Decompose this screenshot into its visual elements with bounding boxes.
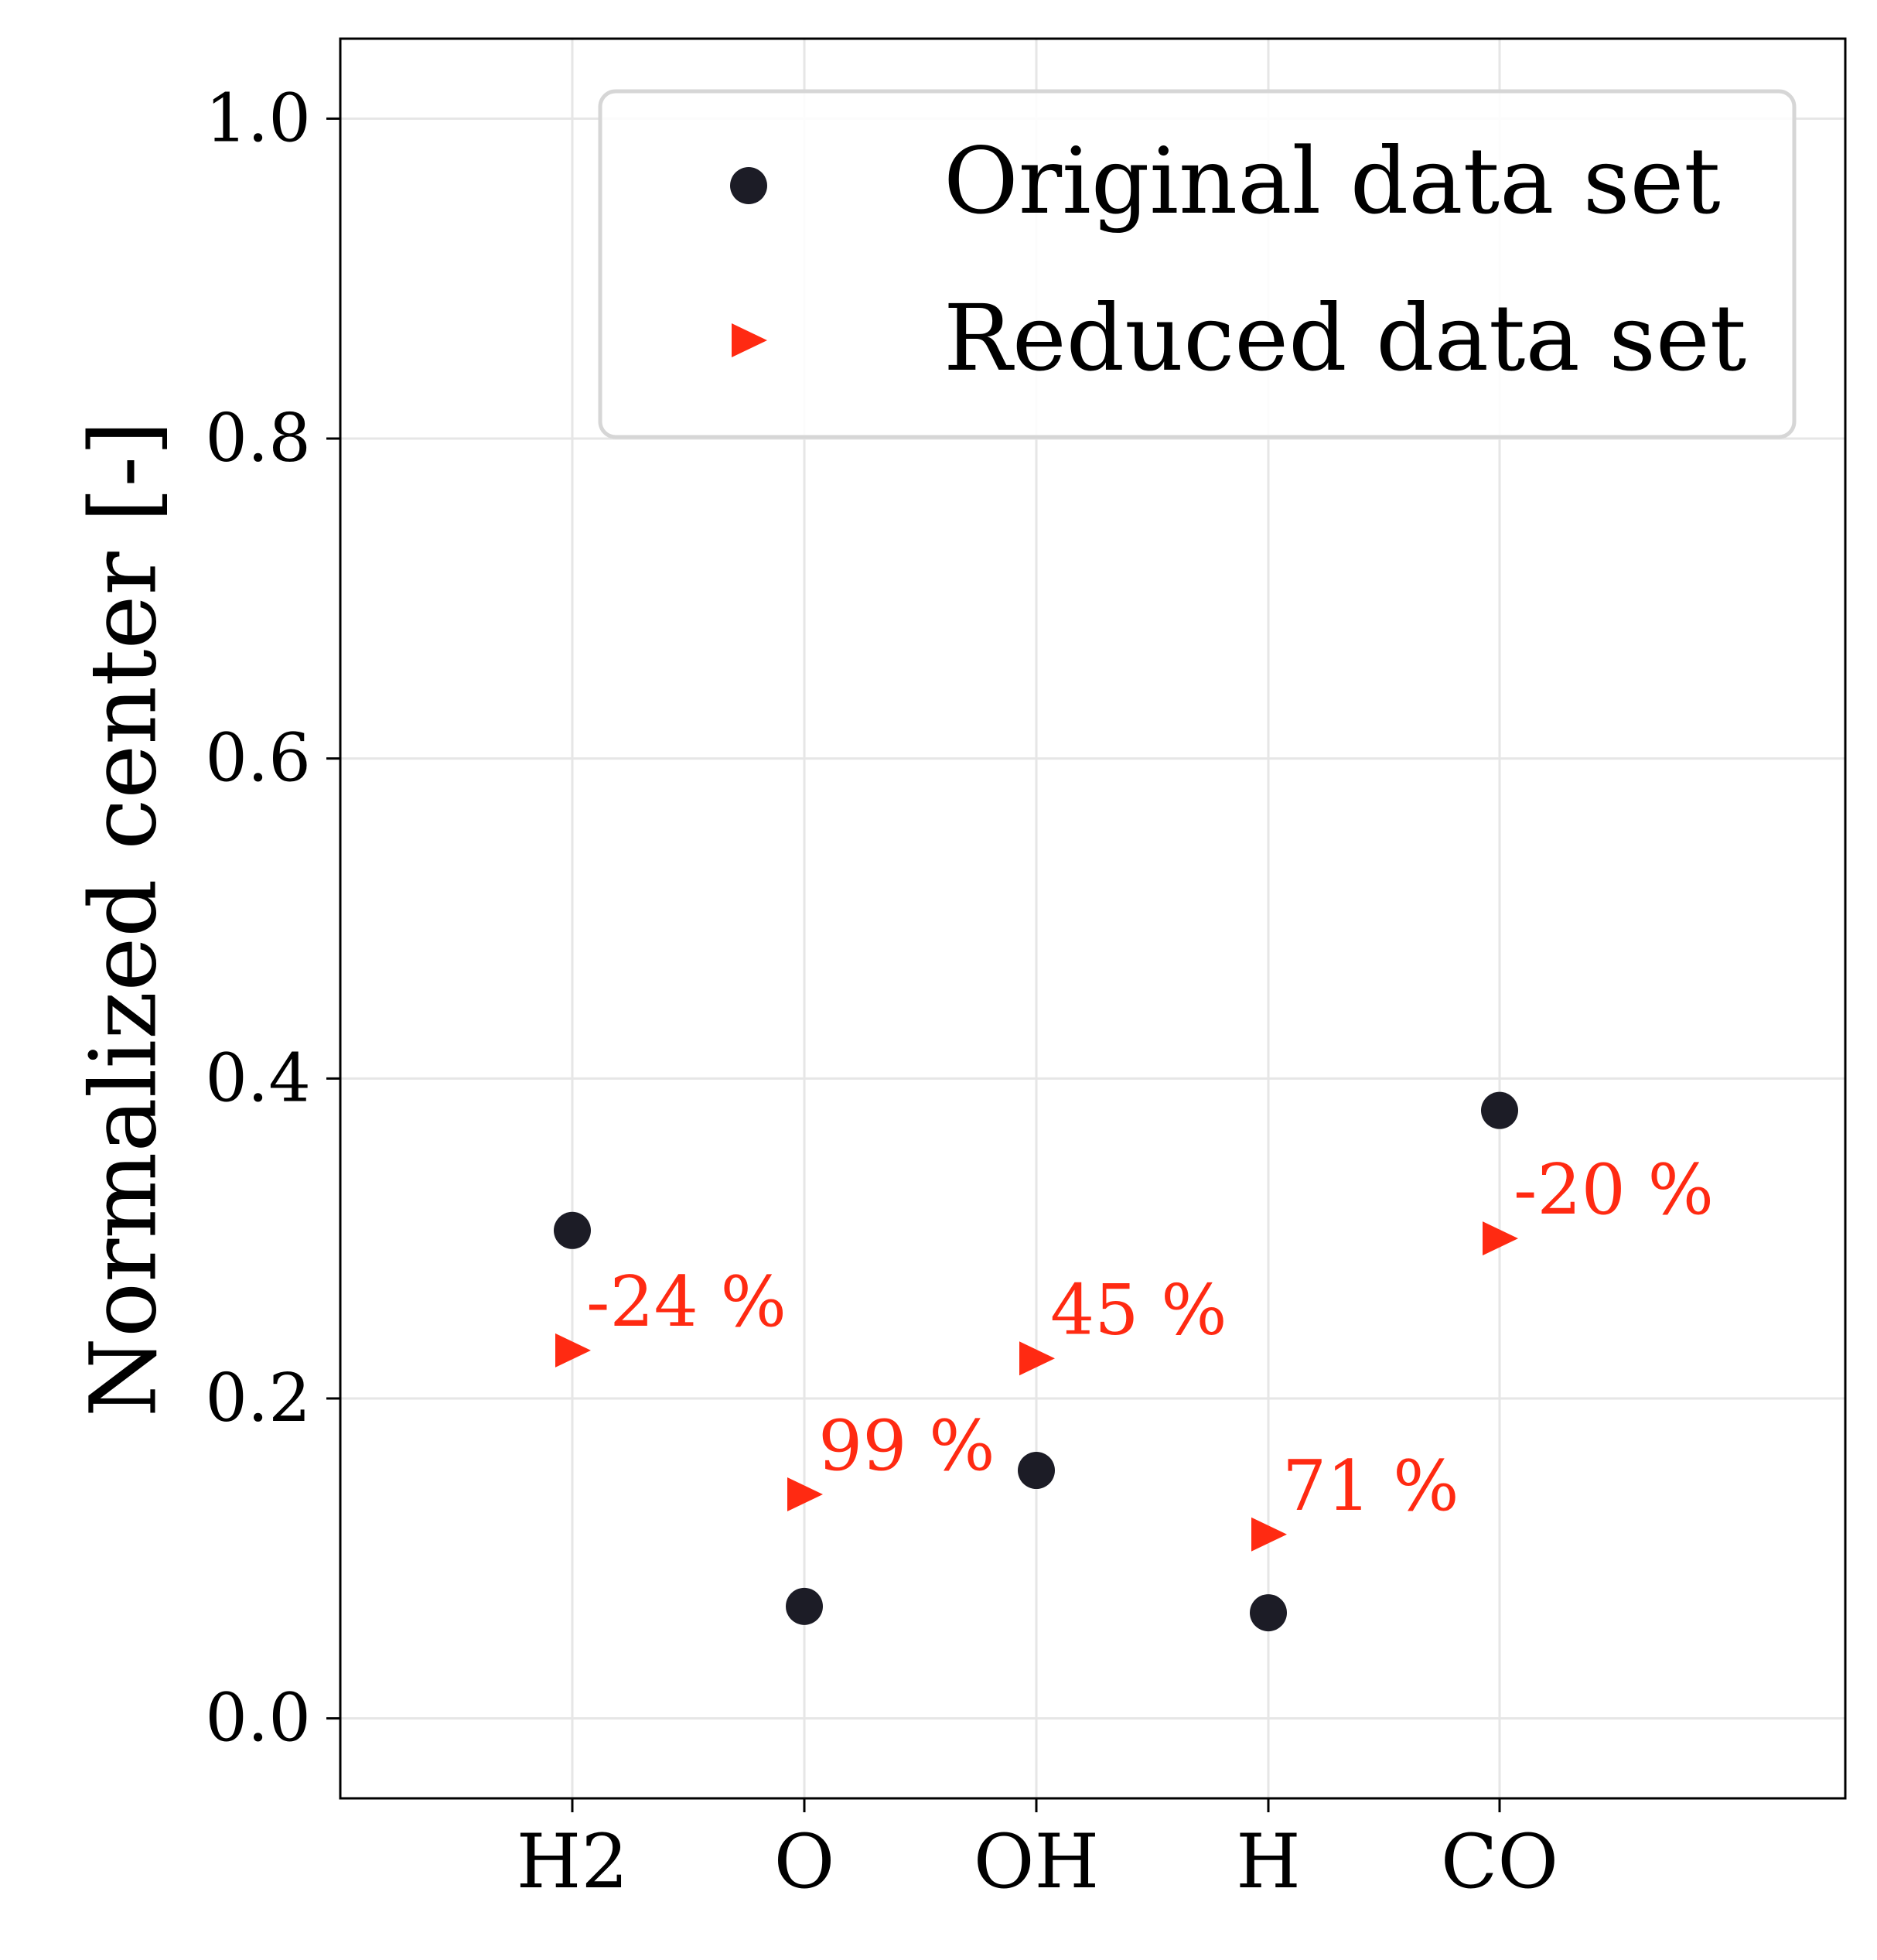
axes: 0.0 0.2 0.4 0.6 0.8 1.0 H2 O OH H CO [205, 80, 1558, 1905]
y-tick-label: 0.8 [205, 400, 311, 477]
legend-box [598, 89, 1797, 439]
x-tick-label: OH [974, 1818, 1099, 1905]
legend: Original data set Reduced data set [598, 89, 1797, 439]
y-tick-label: 0.0 [205, 1680, 311, 1757]
original-data-point [1481, 1091, 1518, 1129]
x-tick-label: O [774, 1818, 835, 1905]
percent-change-label: 71 % [1282, 1446, 1459, 1527]
y-tick-label: 0.2 [205, 1360, 311, 1437]
original-data-point [786, 1587, 823, 1625]
reduced-data-point [555, 1333, 591, 1368]
plot-area: -24 % 99 % 45 % 71 % -20 % [554, 1091, 1714, 1632]
x-tick-label: H2 [517, 1818, 629, 1905]
legend-marker-original [730, 167, 767, 204]
reduced-data-point [1019, 1341, 1055, 1376]
x-tick-label: CO [1441, 1818, 1558, 1905]
percent-change-label: 45 % [1050, 1269, 1227, 1350]
percent-change-label: -20 % [1514, 1149, 1714, 1231]
y-tick-label: 0.4 [205, 1040, 311, 1117]
plot-frame [339, 37, 1847, 1800]
original-data-point [554, 1211, 591, 1249]
original-data-point [1018, 1452, 1055, 1490]
y-tick-label: 0.6 [205, 720, 311, 797]
legend-label-reduced: Reduced data set [944, 285, 1746, 391]
y-axis-label: Normalized center [-] [70, 421, 177, 1418]
x-tick-label: H [1236, 1818, 1301, 1905]
percent-change-label: 99 % [818, 1405, 995, 1487]
percent-change-label: -24 % [586, 1262, 787, 1343]
original-data-point [1250, 1594, 1287, 1632]
legend-marker-reduced [732, 323, 767, 357]
reduced-data-point [787, 1477, 823, 1512]
reduced-data-point [1483, 1221, 1518, 1256]
y-tick-label: 1.0 [205, 80, 311, 157]
legend-label-original: Original data set [944, 128, 1721, 234]
reduced-data-point [1251, 1517, 1287, 1552]
